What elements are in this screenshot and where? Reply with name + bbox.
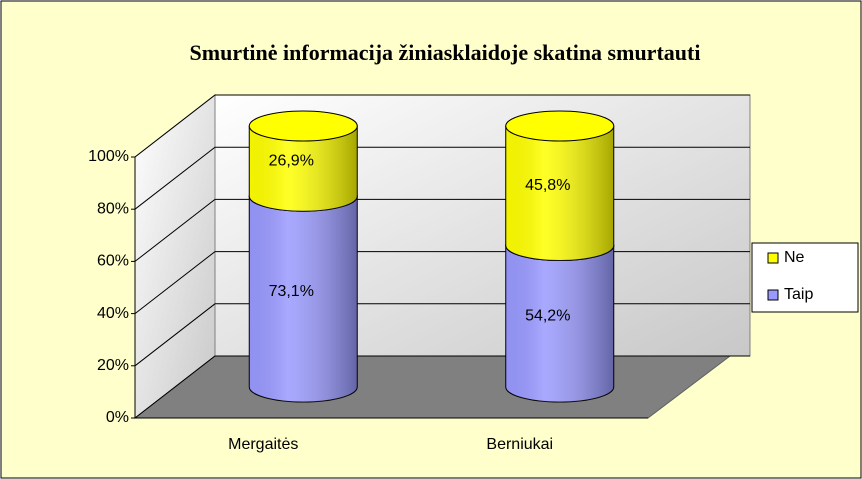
y-tick-label: 20% [97, 357, 129, 374]
cylinder-shade [505, 126, 614, 261]
cylinder-shade [249, 126, 358, 212]
x-tick-label: Berniukai [486, 436, 553, 453]
chart-title: Smurtinė informacija žiniasklaidoje skat… [190, 40, 701, 65]
value-label: 73,1% [269, 283, 314, 300]
cylinder-top [505, 110, 615, 142]
value-label: 45,8% [525, 177, 570, 194]
y-tick-label: 100% [88, 148, 129, 165]
y-tick-label: 40% [97, 305, 129, 322]
y-tick-label: 80% [97, 200, 129, 217]
cylinder-shade [505, 245, 614, 403]
y-tick-label: 60% [97, 253, 129, 270]
floor [133, 355, 732, 419]
x-tick-label: Mergaitės [228, 436, 298, 453]
cylinder-shade [249, 196, 358, 403]
value-label: 54,2% [525, 307, 570, 324]
legend-label: Taip [784, 286, 813, 303]
legend-label: Ne [784, 249, 805, 266]
y-tick-label: 0% [106, 409, 129, 426]
cylinder-top [248, 110, 358, 142]
value-label: 26,9% [269, 152, 314, 169]
legend-swatch [767, 252, 779, 264]
grid-line [134, 94, 750, 158]
legend-swatch [767, 289, 779, 301]
